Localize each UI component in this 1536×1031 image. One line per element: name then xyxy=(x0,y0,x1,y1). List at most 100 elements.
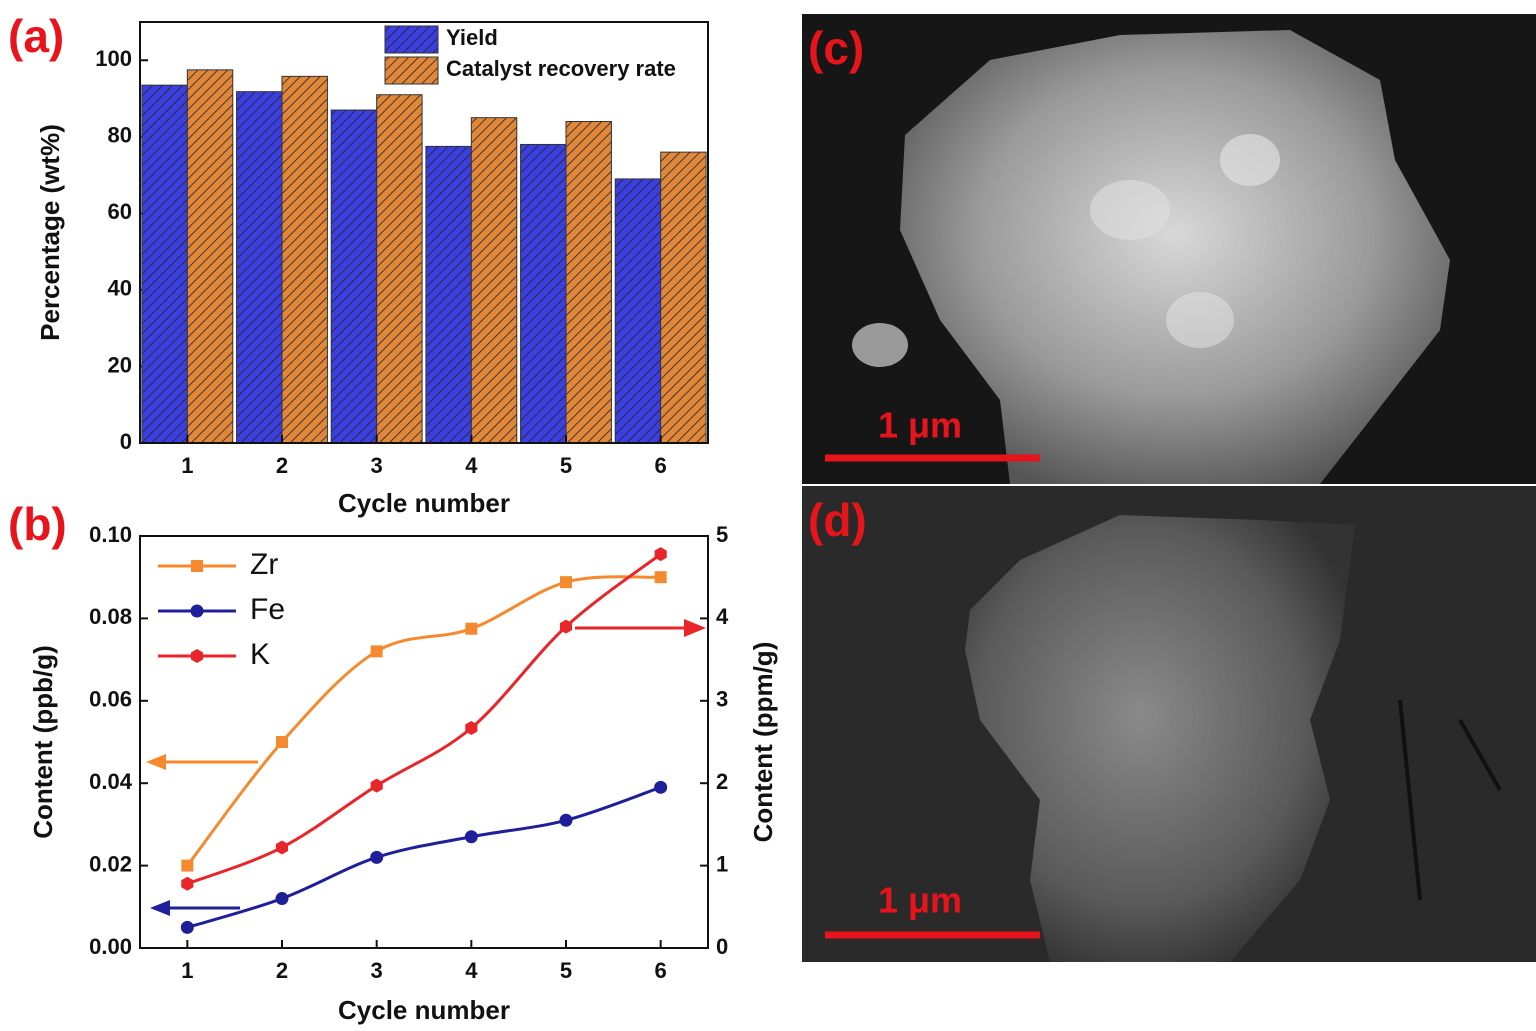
legend-swatch xyxy=(384,25,439,54)
x-tick-label: 6 xyxy=(655,453,667,478)
marker xyxy=(181,859,194,872)
x-tick-label: 4 xyxy=(465,453,478,478)
scale-bar-label: 1 μm xyxy=(878,880,962,921)
y2-tick-label: 3 xyxy=(716,687,728,712)
bar xyxy=(186,69,234,444)
marker xyxy=(654,780,668,794)
y-tick-label: 0.10 xyxy=(89,522,132,547)
legend-label: Zr xyxy=(250,548,278,581)
plot-frame xyxy=(139,21,709,444)
series-line xyxy=(186,785,662,929)
x-tick-label: 6 xyxy=(655,958,667,983)
y2-tick-label: 2 xyxy=(716,769,728,794)
marker xyxy=(654,571,667,584)
y-axis-label: Percentage (wt%) xyxy=(35,124,65,341)
bar xyxy=(470,117,518,444)
marker xyxy=(560,576,572,589)
marker xyxy=(191,560,203,572)
marker xyxy=(181,876,194,891)
bar xyxy=(281,75,328,444)
y-tick-label: 0.04 xyxy=(89,769,133,794)
sem-image-c: 1 μm (c) xyxy=(802,14,1536,484)
particle xyxy=(1220,134,1280,186)
arrow-head xyxy=(150,900,170,916)
x-tick-label: 3 xyxy=(371,453,383,478)
y-tick-label: 60 xyxy=(108,199,132,224)
x-tick-label: 1 xyxy=(181,453,193,478)
marker xyxy=(559,619,573,634)
y-axis-label: Content (ppb/g) xyxy=(28,645,58,839)
x-axis-label: Cycle number xyxy=(338,995,510,1025)
marker xyxy=(370,850,384,864)
legend-label: K xyxy=(250,638,270,671)
sem-image-d: 1 μm (d) xyxy=(802,486,1536,962)
particle xyxy=(900,30,1450,484)
marker xyxy=(370,645,383,658)
marker xyxy=(190,604,204,618)
marker xyxy=(190,649,204,663)
y-tick-label: 0.02 xyxy=(89,851,132,876)
y-tick-label: 0.06 xyxy=(89,687,132,712)
y-tick-label: 0.00 xyxy=(89,934,132,959)
panel-label: (b) xyxy=(8,498,67,550)
marker xyxy=(464,830,478,844)
marker xyxy=(370,778,383,793)
panel-label: (d) xyxy=(808,494,867,546)
legend-label: Catalyst recovery rate xyxy=(446,56,676,81)
x-tick-label: 1 xyxy=(181,958,193,983)
x-tick-label: 5 xyxy=(560,453,572,478)
x-tick-label: 4 xyxy=(465,958,478,983)
particle xyxy=(1090,180,1170,240)
arrows xyxy=(146,619,706,916)
chart: (a) 0 20 40 60 80 100 Cycle number Percentage (w… xyxy=(8,10,709,518)
y-tick-label: 100 xyxy=(95,46,132,71)
marker xyxy=(275,892,289,906)
plot-frame xyxy=(139,535,709,949)
bar xyxy=(520,143,567,444)
panel-label: (c) xyxy=(808,22,864,74)
marker xyxy=(654,547,667,562)
bar xyxy=(565,121,612,444)
panel-label: (a) xyxy=(8,10,64,62)
crack xyxy=(1398,699,1502,901)
y-tick-label: 0.08 xyxy=(89,604,132,629)
series-line xyxy=(186,552,662,886)
x-tick-label: 5 xyxy=(560,958,572,983)
x-axis-label: Cycle number xyxy=(338,488,510,518)
particle xyxy=(852,323,908,367)
y2-tick-label: 4 xyxy=(716,604,729,629)
y-tick-label: 40 xyxy=(108,276,132,301)
legend-label: Fe xyxy=(250,593,285,626)
bar xyxy=(376,94,423,444)
scale-bar-label: 1 μm xyxy=(878,405,962,446)
bar xyxy=(425,145,472,444)
bar xyxy=(330,109,378,444)
legend-label: Yield xyxy=(446,25,498,50)
legend-swatch xyxy=(384,56,439,85)
x-tick-label: 2 xyxy=(276,453,288,478)
bar xyxy=(141,84,188,444)
marker xyxy=(465,720,478,735)
marker xyxy=(275,840,289,855)
marker xyxy=(276,736,288,748)
y-tick-label: 80 xyxy=(108,123,132,148)
marker xyxy=(180,920,194,934)
y2-axis-label: Content (ppm/g) xyxy=(748,642,778,843)
y2-tick-label: 5 xyxy=(716,522,728,547)
particle xyxy=(965,515,1355,962)
marker xyxy=(465,622,478,635)
y2-tick-label: 0 xyxy=(716,934,728,959)
marker xyxy=(559,813,573,827)
bar xyxy=(660,151,707,444)
x-tick-label: 2 xyxy=(276,958,288,983)
chart: (b) 0.00 0.02 0.04 0.06 0.08 0.10 Cycle number C… xyxy=(8,498,778,1025)
bar xyxy=(614,178,662,444)
bar xyxy=(236,91,283,444)
y-tick-label: 20 xyxy=(108,352,132,377)
arrow-head xyxy=(146,754,166,770)
x-tick-label: 3 xyxy=(371,958,383,983)
y2-tick-label: 1 xyxy=(716,851,728,876)
arrow-head xyxy=(684,619,706,637)
y-tick-label: 0 xyxy=(120,429,132,454)
